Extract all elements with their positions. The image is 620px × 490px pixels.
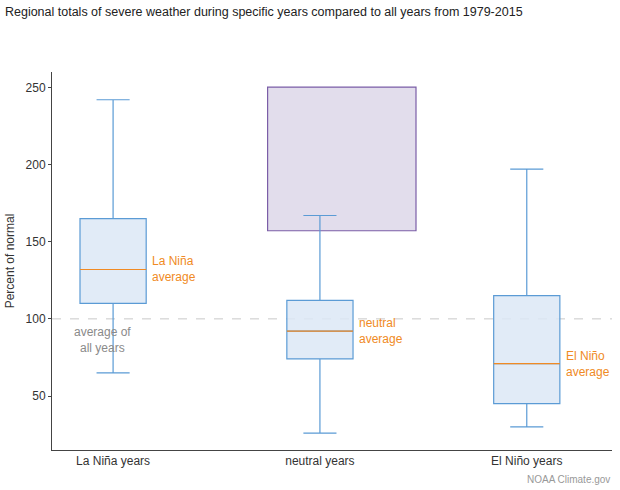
svg-text:Regional totals of severe weat: Regional totals of severe weather during… bbox=[5, 5, 523, 19]
svg-text:neutralaverage: neutralaverage bbox=[359, 316, 403, 346]
svg-text:neutral years: neutral years bbox=[285, 454, 354, 468]
svg-text:200: 200 bbox=[26, 158, 46, 172]
svg-text:50: 50 bbox=[32, 389, 46, 403]
svg-text:NOAA Climate.gov: NOAA Climate.gov bbox=[527, 474, 610, 485]
svg-text:La Niña years: La Niña years bbox=[76, 454, 150, 468]
svg-text:250: 250 bbox=[26, 81, 46, 95]
svg-text:150: 150 bbox=[26, 235, 46, 249]
svg-text:Percent of normal: Percent of normal bbox=[3, 214, 17, 309]
svg-text:El Niño years: El Niño years bbox=[491, 454, 562, 468]
svg-text:La Niñaaverage: La Niñaaverage bbox=[152, 254, 196, 284]
svg-text:100: 100 bbox=[26, 312, 46, 326]
svg-text:El Niñoaverage: El Niñoaverage bbox=[566, 349, 610, 379]
svg-text:average ofall years: average ofall years bbox=[74, 325, 131, 355]
